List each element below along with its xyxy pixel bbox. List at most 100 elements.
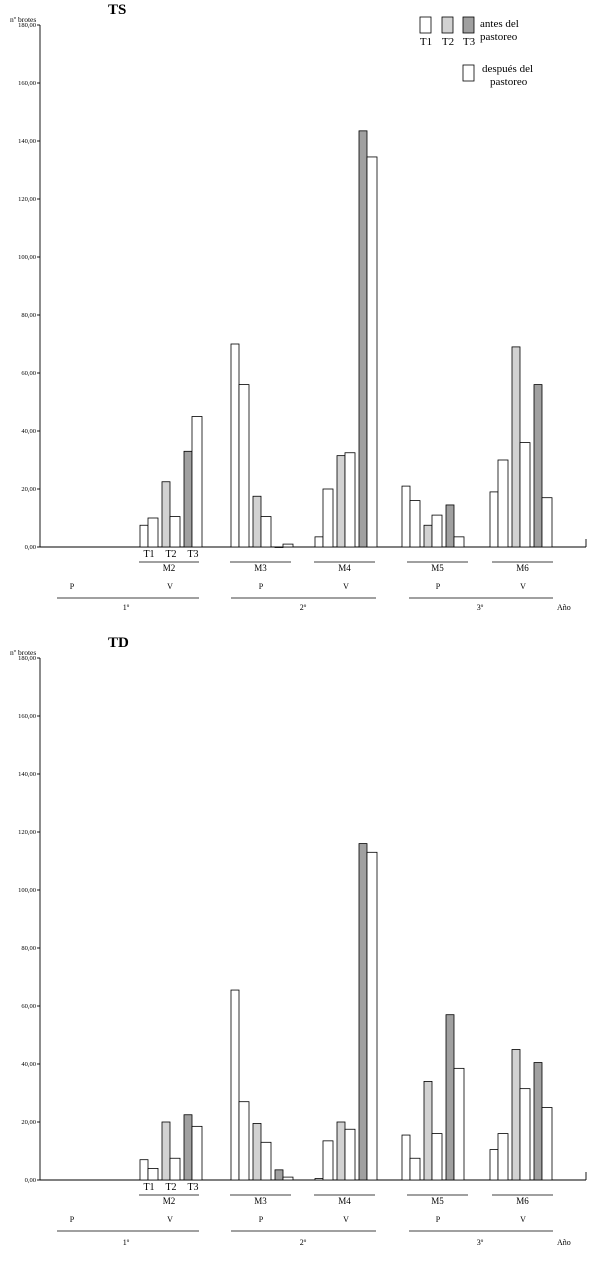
bar-after-m6-t1 (497, 1133, 509, 1181)
legend-swatch-after (462, 64, 475, 82)
bar-after-m5-t3 (453, 1067, 465, 1181)
y-tick-label: 100,00 (18, 887, 36, 894)
bar-before-m6-t3 (533, 1062, 543, 1181)
bar-before-m2-t3 (183, 1114, 193, 1181)
y-tick-label: 160,00 (18, 713, 36, 720)
measurement-label-m2: M2 (163, 1196, 176, 1206)
season-label: V (167, 1215, 173, 1224)
bar-after-m3-t2 (260, 1141, 272, 1181)
bar-after-m4-t2 (344, 1128, 356, 1181)
y-tick-label: 40,00 (21, 1061, 36, 1068)
bar-after-m2-t1 (147, 517, 159, 548)
bar-after-m5-t2 (431, 1133, 443, 1181)
treatment-label-t1: T1 (143, 1182, 154, 1193)
season-label: P (70, 582, 75, 591)
bar-before-m2-t1 (139, 524, 149, 548)
chart-panel-td: TD nº brotes 0,00 20,00 40,00 60,00 80,00 100,0… (10, 635, 587, 1247)
year-label: 1º (123, 603, 130, 612)
legend-swatch-t2 (441, 16, 454, 34)
bar-before-m4-t2 (336, 455, 346, 548)
bar-after-m5-t1 (409, 1157, 421, 1181)
measurement-label-m6: M6 (516, 563, 529, 573)
legend-after-line1: después del (482, 63, 533, 75)
bar-before-m6-t1 (489, 1149, 499, 1181)
measurement-label-m4: M4 (338, 563, 351, 573)
bar-after-m5-t1 (409, 500, 421, 548)
bar-before-m6-t2 (511, 346, 521, 548)
y-tick-label: 80,00 (21, 945, 36, 952)
year-label: 2º (300, 1238, 307, 1247)
bar-after-m3-t3 (282, 1176, 294, 1181)
bar-before-m4-t1 (314, 1178, 324, 1181)
season-label: P (259, 582, 264, 591)
bar-before-m4-t1 (314, 536, 324, 548)
bar-after-m6-t1 (497, 459, 509, 548)
legend-treatment-label: T2 (442, 36, 454, 48)
bar-before-m2-t2 (161, 481, 171, 548)
y-tick-label: 140,00 (18, 138, 36, 145)
y-axis-label: nº brotes (10, 15, 36, 24)
season-label: P (436, 582, 441, 591)
legend-treatment-label: T3 (463, 36, 476, 48)
bar-after-m6-t2 (519, 442, 531, 548)
measurement-label-m4: M4 (338, 1196, 351, 1206)
y-tick-label: 20,00 (21, 1119, 36, 1126)
treatment-label-t2: T2 (165, 549, 176, 560)
season-label: V (520, 582, 526, 591)
legend-after-line2: pastoreo (490, 76, 528, 88)
year-label: 3º (477, 603, 484, 612)
bar-after-m4-t3 (366, 156, 378, 548)
bar-before-m4-t3 (358, 843, 368, 1181)
bar-after-m3-t2 (260, 516, 272, 548)
y-tick-label: 120,00 (18, 196, 36, 203)
bar-before-m3-t1 (230, 989, 240, 1181)
y-tick-label: 0,00 (25, 544, 36, 551)
treatment-label-t3: T3 (187, 1182, 198, 1193)
y-tick-label: 40,00 (21, 428, 36, 435)
chart-title: TS (108, 2, 126, 18)
season-label: V (167, 582, 173, 591)
bar-before-m3-t3 (274, 546, 284, 548)
legend-swatch-t1 (419, 16, 432, 34)
year-label: 2º (300, 603, 307, 612)
bar-after-m2-t2 (169, 516, 181, 548)
bar-before-m4-t2 (336, 1121, 346, 1181)
bar-after-m6-t3 (541, 1107, 553, 1181)
year-label: 3º (477, 1238, 484, 1247)
legend-before-line2: pastoreo (480, 31, 518, 43)
y-tick-label: 100,00 (18, 254, 36, 261)
bar-after-m2-t3 (191, 416, 203, 548)
bar-before-m3-t2 (252, 495, 262, 548)
bar-before-m5-t2 (423, 524, 433, 548)
treatment-label-t3: T3 (187, 549, 198, 560)
bar-before-m5-t3 (445, 504, 455, 548)
bar-after-m6-t3 (541, 497, 553, 548)
season-label: P (259, 1215, 264, 1224)
bar-before-m3-t3 (274, 1169, 284, 1181)
season-label: P (70, 1215, 75, 1224)
y-tick-label: 20,00 (21, 486, 36, 493)
bar-before-m6-t2 (511, 1049, 521, 1181)
bar-before-m5-t1 (401, 485, 411, 548)
bar-before-m5-t2 (423, 1081, 433, 1181)
measurement-label-m2: M2 (163, 563, 176, 573)
year-label: 1º (123, 1238, 130, 1247)
bar-before-m6-t1 (489, 491, 499, 548)
season-label: P (436, 1215, 441, 1224)
bar-before-m3-t2 (252, 1123, 262, 1181)
bar-after-m4-t1 (322, 1140, 334, 1181)
bar-before-m4-t3 (358, 130, 368, 548)
y-tick-label: 180,00 (18, 22, 36, 29)
measurement-label-m5: M5 (431, 1196, 444, 1206)
y-tick-label: 120,00 (18, 829, 36, 836)
bar-after-m4-t3 (366, 851, 378, 1181)
legend-treatment-label: T1 (420, 36, 432, 48)
legend-before-line1: antes del (480, 18, 519, 30)
bar-after-m2-t2 (169, 1157, 181, 1181)
bar-before-m3-t1 (230, 343, 240, 548)
season-label: V (343, 582, 349, 591)
y-tick-label: 160,00 (18, 80, 36, 87)
y-tick-label: 60,00 (21, 1003, 36, 1010)
